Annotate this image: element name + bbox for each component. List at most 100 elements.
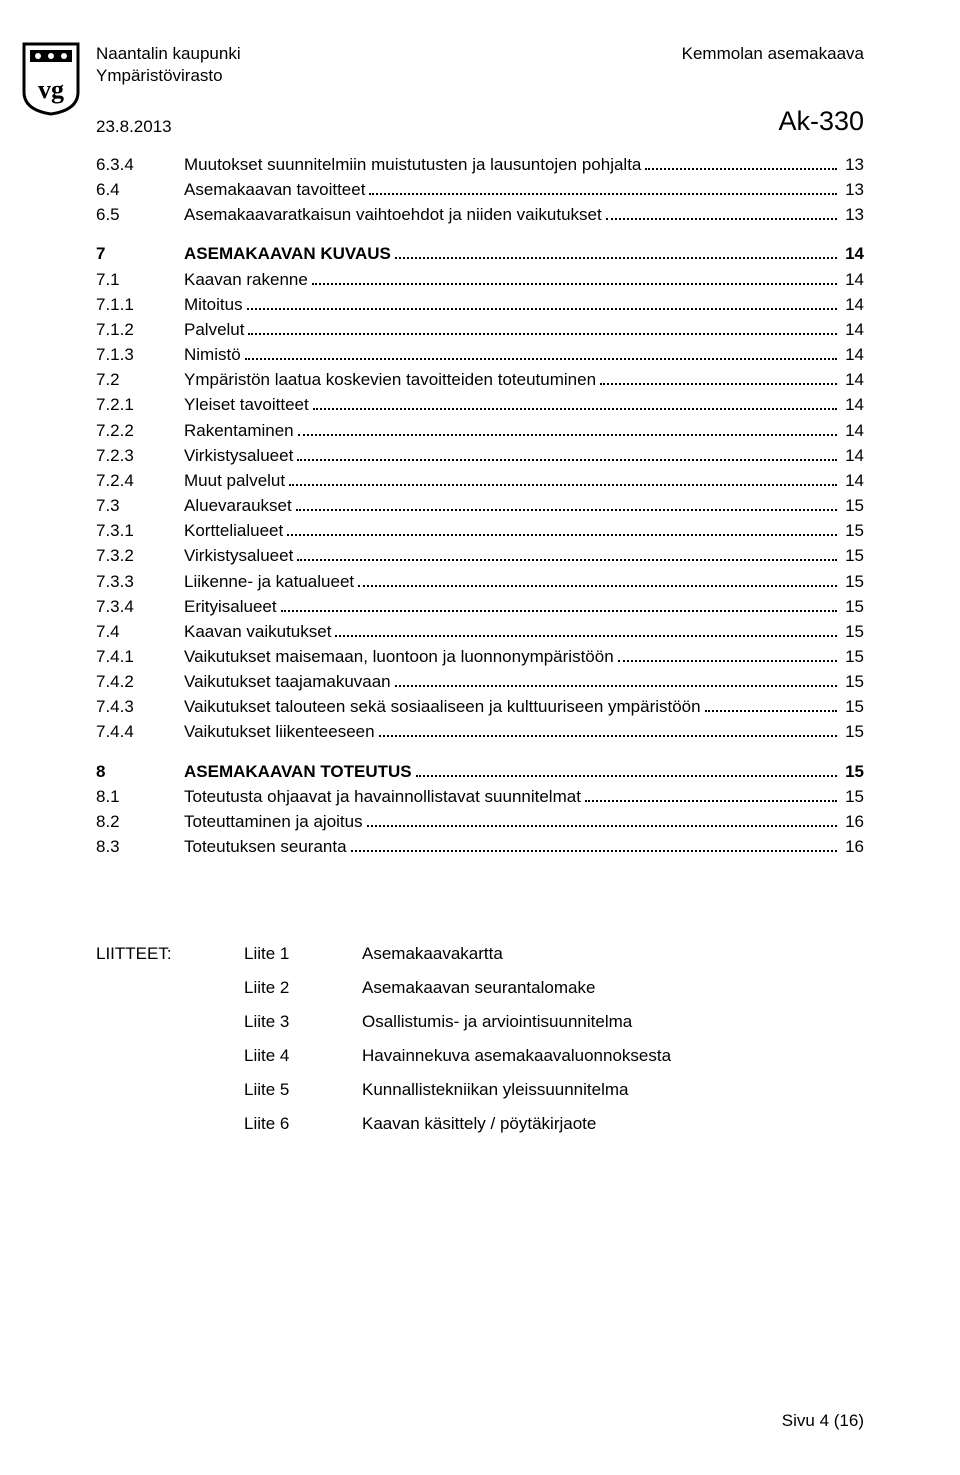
toc-row[interactable]: 7.1.2Palvelut14 <box>96 317 864 342</box>
toc-leader-dots <box>600 383 837 385</box>
toc-number: 7.2.4 <box>96 468 184 493</box>
attachment-label: Osallistumis- ja arviointisuunnitelma <box>362 1005 864 1039</box>
toc-text: Virkistysalueet14 <box>184 443 864 468</box>
toc-leader-dots <box>416 775 837 777</box>
toc-page: 15 <box>841 644 864 669</box>
toc-page: 15 <box>841 569 864 594</box>
toc-number: 7.2.2 <box>96 418 184 443</box>
table-of-contents: 6.3.4Muutokset suunnitelmiin muistutuste… <box>96 152 864 859</box>
toc-label: ASEMAKAAVAN TOTEUTUS <box>184 759 412 784</box>
toc-page: 14 <box>841 317 864 342</box>
toc-label: Ympäristön laatua koskevien tavoitteiden… <box>184 367 596 392</box>
attachments-list: LIITTEET:Liite 1AsemakaavakarttaLiite 2A… <box>96 937 864 1141</box>
header-dept: Ympäristövirasto <box>96 66 864 86</box>
toc-row[interactable]: 7.2Ympäristön laatua koskevien tavoittei… <box>96 367 864 392</box>
toc-row[interactable]: 6.4Asemakaavan tavoitteet13 <box>96 177 864 202</box>
toc-text: Aluevaraukset15 <box>184 493 864 518</box>
toc-row[interactable]: 7.1Kaavan rakenne14 <box>96 267 864 292</box>
toc-label: Palvelut <box>184 317 244 342</box>
toc-number: 7.3.1 <box>96 518 184 543</box>
toc-text: Asemakaavaratkaisun vaihtoehdot ja niide… <box>184 202 864 227</box>
toc-number: 7.4.1 <box>96 644 184 669</box>
toc-leader-dots <box>358 585 837 587</box>
toc-label: Vaikutukset talouteen sekä sosiaaliseen … <box>184 694 701 719</box>
toc-row[interactable]: 7.4Kaavan vaikutukset15 <box>96 619 864 644</box>
toc-label: Muut palvelut <box>184 468 285 493</box>
toc-label: Yleiset tavoitteet <box>184 392 309 417</box>
toc-text: Vaikutukset maisemaan, luontoon ja luonn… <box>184 644 864 669</box>
toc-text: Korttelialueet15 <box>184 518 864 543</box>
toc-text: Toteuttaminen ja ajoitus16 <box>184 809 864 834</box>
toc-label: Toteuttaminen ja ajoitus <box>184 809 363 834</box>
toc-leader-dots <box>297 559 837 561</box>
toc-page: 15 <box>841 669 864 694</box>
toc-page: 15 <box>841 759 864 784</box>
toc-gap <box>96 227 864 241</box>
toc-leader-dots <box>281 610 837 612</box>
toc-row[interactable]: 7.4.4Vaikutukset liikenteeseen15 <box>96 719 864 744</box>
toc-page: 15 <box>841 493 864 518</box>
toc-row[interactable]: 7.1.1Mitoitus14 <box>96 292 864 317</box>
toc-number: 8.1 <box>96 784 184 809</box>
toc-row[interactable]: 6.3.4Muutokset suunnitelmiin muistutuste… <box>96 152 864 177</box>
toc-label: Toteutuksen seuranta <box>184 834 347 859</box>
toc-row[interactable]: 7.1.3Nimistö14 <box>96 342 864 367</box>
toc-row[interactable]: 7.3.3Liikenne- ja katualueet15 <box>96 569 864 594</box>
toc-row[interactable]: 7.4.3Vaikutukset talouteen sekä sosiaali… <box>96 694 864 719</box>
toc-page: 14 <box>841 292 864 317</box>
toc-text: ASEMAKAAVAN TOTEUTUS 15 <box>184 759 864 784</box>
toc-number: 7.4 <box>96 619 184 644</box>
toc-text: Toteutuksen seuranta16 <box>184 834 864 859</box>
toc-leader-dots <box>369 193 837 195</box>
toc-row[interactable]: 7.2.4Muut palvelut 14 <box>96 468 864 493</box>
toc-leader-dots <box>351 850 838 852</box>
toc-row[interactable]: 7.3.2Virkistysalueet15 <box>96 543 864 568</box>
toc-row[interactable]: 8.3Toteutuksen seuranta16 <box>96 834 864 859</box>
toc-leader-dots <box>606 218 837 220</box>
toc-row[interactable]: 7ASEMAKAAVAN KUVAUS14 <box>96 241 864 266</box>
toc-row[interactable]: 7.4.1Vaikutukset maisemaan, luontoon ja … <box>96 644 864 669</box>
toc-text: Toteutusta ohjaavat ja havainnollistavat… <box>184 784 864 809</box>
toc-row[interactable]: 8ASEMAKAAVAN TOTEUTUS15 <box>96 759 864 784</box>
toc-page: 15 <box>841 518 864 543</box>
toc-page: 14 <box>841 392 864 417</box>
toc-number: 7.3.2 <box>96 543 184 568</box>
svg-text:vg: vg <box>38 75 64 104</box>
toc-leader-dots <box>297 459 837 461</box>
toc-leader-dots <box>585 800 837 802</box>
toc-text: Muut palvelut 14 <box>184 468 864 493</box>
toc-text: Liikenne- ja katualueet15 <box>184 569 864 594</box>
toc-leader-dots <box>395 685 837 687</box>
toc-page: 14 <box>841 241 864 266</box>
attachment-row: Liite 5Kunnallistekniikan yleissuunnitel… <box>96 1073 864 1107</box>
toc-row[interactable]: 8.2Toteuttaminen ja ajoitus16 <box>96 809 864 834</box>
toc-label: Asemakaavaratkaisun vaihtoehdot ja niide… <box>184 202 602 227</box>
toc-label: Nimistö <box>184 342 241 367</box>
attachment-row: Liite 4Havainnekuva asemakaavaluonnokses… <box>96 1039 864 1073</box>
toc-row[interactable]: 7.2.1Yleiset tavoitteet14 <box>96 392 864 417</box>
toc-page: 15 <box>841 694 864 719</box>
toc-row[interactable]: 7.2.3Virkistysalueet14 <box>96 443 864 468</box>
toc-row[interactable]: 7.3.1Korttelialueet15 <box>96 518 864 543</box>
toc-page: 14 <box>841 443 864 468</box>
toc-row[interactable]: 7.3Aluevaraukset15 <box>96 493 864 518</box>
toc-page: 14 <box>841 468 864 493</box>
toc-text: Muutokset suunnitelmiin muistutusten ja … <box>184 152 864 177</box>
toc-row[interactable]: 7.3.4Erityisalueet15 <box>96 594 864 619</box>
toc-number: 7.3.3 <box>96 569 184 594</box>
toc-row[interactable]: 7.4.2Vaikutukset taajamakuvaan15 <box>96 669 864 694</box>
attachment-id: Liite 5 <box>244 1073 362 1107</box>
toc-row[interactable]: 8.1Toteutusta ohjaavat ja havainnollista… <box>96 784 864 809</box>
toc-number: 7.4.3 <box>96 694 184 719</box>
toc-leader-dots <box>335 635 837 637</box>
toc-leader-dots <box>645 168 837 170</box>
toc-row[interactable]: 7.2.2Rakentaminen14 <box>96 418 864 443</box>
toc-text: Vaikutukset talouteen sekä sosiaaliseen … <box>184 694 864 719</box>
toc-number: 8.3 <box>96 834 184 859</box>
toc-label: Rakentaminen <box>184 418 294 443</box>
toc-page: 13 <box>841 177 864 202</box>
toc-leader-dots <box>248 333 837 335</box>
toc-page: 14 <box>841 342 864 367</box>
toc-row[interactable]: 6.5Asemakaavaratkaisun vaihtoehdot ja ni… <box>96 202 864 227</box>
toc-leader-dots <box>245 358 837 360</box>
